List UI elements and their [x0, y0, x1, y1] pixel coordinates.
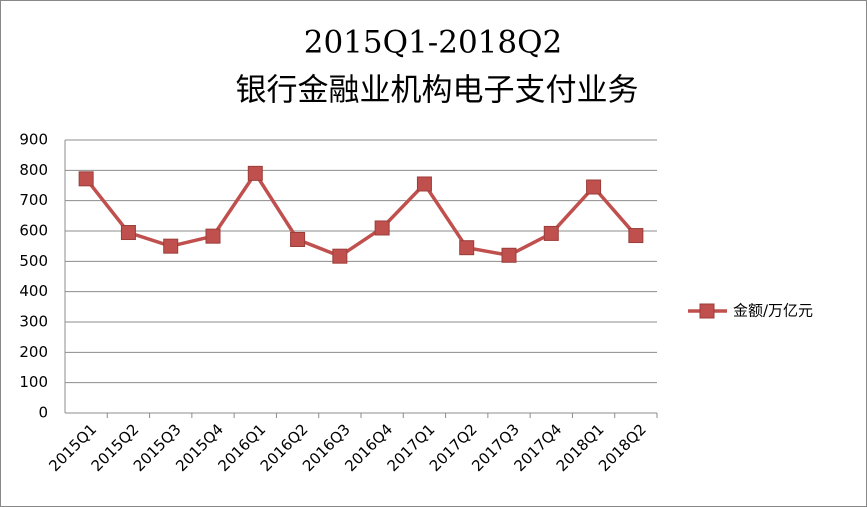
y-tick-label: 400 — [19, 282, 48, 300]
marker — [163, 238, 179, 254]
marker — [205, 228, 221, 244]
y-tick-label: 800 — [19, 161, 48, 179]
marker — [459, 240, 475, 256]
y-tick-label: 200 — [19, 343, 48, 361]
y-tick-label: 900 — [19, 131, 48, 149]
marker — [374, 220, 390, 236]
marker — [543, 225, 559, 241]
y-tick-label: 500 — [19, 252, 48, 270]
marker — [628, 228, 644, 244]
y-tick-label: 300 — [19, 313, 48, 331]
marker — [332, 248, 348, 264]
y-tick-label: 700 — [19, 191, 48, 209]
legend-label: 金额/万亿元 — [733, 302, 813, 320]
marker — [247, 165, 263, 181]
marker — [416, 176, 432, 192]
marker — [501, 247, 517, 263]
marker — [78, 171, 94, 187]
chart-title: 2015Q1-2018Q2 — [304, 25, 563, 61]
marker — [586, 179, 602, 195]
y-tick-label: 0 — [38, 404, 48, 422]
marker — [120, 225, 136, 241]
y-tick-label: 100 — [19, 373, 48, 391]
marker — [290, 231, 306, 247]
y-tick-label: 600 — [19, 222, 48, 240]
legend-marker — [699, 303, 715, 319]
chart-subtitle: 银行金融业机构电子支付业务 — [236, 73, 639, 109]
